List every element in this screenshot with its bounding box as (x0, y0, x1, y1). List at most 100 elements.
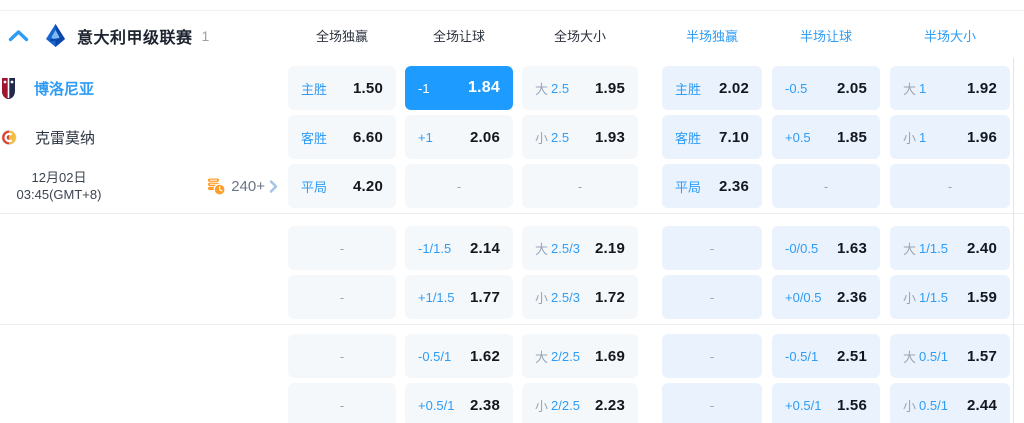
odds-cell[interactable]: +1/1.5 1.77 (405, 275, 513, 319)
goal-line: 1 (919, 80, 927, 96)
empty-odds-dash: - (456, 178, 462, 194)
odds-cell[interactable]: 大 2/2.5 1.69 (522, 334, 638, 378)
odds-cell[interactable]: 主胜 1.50 (288, 66, 396, 110)
odds-cell-selected[interactable]: -1 1.84 (405, 66, 513, 110)
odds-value: 2.40 (967, 239, 997, 257)
column-header-5: 半场让球 (799, 29, 852, 44)
empty-odds-dash: - (823, 178, 829, 194)
odds-cell[interactable]: 小 1 1.96 (890, 115, 1010, 159)
odds-cell[interactable]: 小 0.5/1 2.44 (890, 383, 1010, 423)
bet-label: +0.5/1 (785, 397, 822, 413)
odds-cell[interactable]: +0.5 1.85 (772, 115, 880, 159)
odds-cell[interactable]: +0.5/1 2.38 (405, 383, 513, 423)
team-name[interactable]: 博洛尼亚 (34, 80, 95, 98)
odds-cell[interactable]: 小 1/1.5 1.59 (890, 275, 1010, 319)
odds-cell-empty: - (890, 164, 1010, 208)
odds-cell[interactable]: 客胜 6.60 (288, 115, 396, 159)
odds-rows: 博洛尼亚 主胜 1.50 -1 1.84 大 2.5 1.95 主胜 2.02 -0.5 2.05 大 1… (0, 66, 1024, 423)
odds-value: 2.36 (837, 288, 867, 306)
odds-cell[interactable]: -0.5 2.05 (772, 66, 880, 110)
odds-cell[interactable]: -0/0.5 1.63 (772, 226, 880, 270)
odds-value: 2.51 (837, 347, 867, 365)
odds-cell[interactable]: 大 2.5/3 2.19 (522, 226, 638, 270)
empty-odds-dash: - (709, 240, 715, 256)
odds-cell[interactable]: 客胜 7.10 (662, 115, 762, 159)
over-under-label: 大 (903, 81, 917, 97)
more-markets-count: 240+ (231, 177, 265, 195)
odds-value: 1.95 (595, 79, 625, 97)
chevron-up-icon[interactable] (8, 29, 29, 42)
odds-row: - -1/1.5 2.14 大 2.5/3 2.19- -0/0.5 1.63 大 1/1.5 2.… (0, 226, 1024, 270)
match-info-row: 12月02日 03:45(GMT+8) 240+ (0, 164, 288, 208)
odds-cell[interactable]: 小 2.5 1.93 (522, 115, 638, 159)
cremonese-crest-icon (1, 126, 17, 149)
odds-value: 1.96 (967, 128, 997, 146)
odds-cell-empty: - (405, 164, 513, 208)
over-under-label: 小 (535, 130, 549, 146)
odds-row: 博洛尼亚 主胜 1.50 -1 1.84 大 2.5 1.95 主胜 2.02 -0.5 2.05 大 1… (0, 66, 1024, 110)
odds-value: 1.84 (468, 79, 500, 96)
away-team-row: 克雷莫纳 (0, 115, 288, 159)
column-header-2: 全场让球 (432, 29, 485, 44)
bet-label: 主胜 (675, 81, 702, 97)
odds-cell-empty: - (772, 164, 880, 208)
odds-cell[interactable]: 大 1/1.5 2.40 (890, 226, 1010, 270)
bet-label: -0.5 (785, 80, 808, 96)
odds-value: 2.02 (719, 79, 749, 97)
odds-cell-empty: - (662, 275, 762, 319)
odds-cell[interactable]: -0.5/1 2.51 (772, 334, 880, 378)
empty-odds-dash: - (339, 289, 345, 305)
odds-cell[interactable]: 主胜 2.02 (662, 66, 762, 110)
group-divider (0, 213, 1024, 214)
more-markets-link[interactable]: 240+ (207, 177, 278, 196)
column-header-4: 半场独赢 (685, 29, 738, 44)
odds-cell[interactable]: 大 1 1.92 (890, 66, 1010, 110)
odds-value: 2.19 (595, 239, 625, 257)
odds-value: 1.92 (967, 79, 997, 97)
empty-odds-dash: - (709, 289, 715, 305)
odds-cell-empty: - (288, 383, 396, 423)
bet-label: 客胜 (301, 130, 328, 146)
bologna-crest-icon (1, 77, 16, 100)
odds-value: 2.23 (595, 396, 625, 414)
odds-cell[interactable]: +0.5/1 1.56 (772, 383, 880, 423)
odds-cell[interactable]: 平局 4.20 (288, 164, 396, 208)
odds-cell[interactable]: 平局 2.36 (662, 164, 762, 208)
odds-row: - +0.5/1 2.38 小 2/2.5 2.23- +0.5/1 1.56 小 0.5/1 2.… (0, 383, 1024, 423)
odds-value: 1.77 (470, 288, 500, 306)
over-under-label: 大 (903, 241, 917, 257)
goal-line: 2.5/3 (551, 240, 580, 256)
odds-cell[interactable]: 大 2.5 1.95 (522, 66, 638, 110)
column-header-1: 全场独赢 (315, 29, 368, 44)
odds-value: 1.57 (967, 347, 997, 365)
goal-line: 1/1.5 (919, 240, 948, 256)
odds-cell[interactable]: -0.5/1 1.62 (405, 334, 513, 378)
goal-line: 1 (919, 129, 927, 145)
right-divider (1013, 58, 1014, 423)
goal-line: 0.5/1 (919, 348, 948, 364)
over-under-label: 小 (903, 130, 917, 146)
bet-label: 平局 (301, 179, 328, 195)
odds-value: 7.10 (719, 128, 749, 146)
odds-cell[interactable]: -1/1.5 2.14 (405, 226, 513, 270)
odds-cell[interactable]: +1 2.06 (405, 115, 513, 159)
empty-odds-dash: - (339, 348, 345, 364)
empty-odds-dash: - (577, 178, 583, 194)
over-under-label: 小 (535, 290, 549, 306)
goal-line: 2/2.5 (551, 397, 580, 413)
odds-cell[interactable]: 小 2/2.5 2.23 (522, 383, 638, 423)
over-under-label: 小 (535, 398, 549, 414)
odds-cell[interactable]: +0/0.5 2.36 (772, 275, 880, 319)
odds-cell[interactable]: 大 0.5/1 1.57 (890, 334, 1010, 378)
empty-odds-dash: - (947, 178, 953, 194)
bet-label: -0.5/1 (785, 348, 819, 364)
odds-value: 6.60 (353, 128, 383, 146)
over-under-label: 大 (903, 349, 917, 365)
goal-line: 1/1.5 (919, 289, 948, 305)
odds-row: 克雷莫纳 客胜 6.60 +1 2.06 小 2.5 1.93 客胜 7.10 +0.5 1.85 小 1… (0, 115, 1024, 159)
odds-cell[interactable]: 小 2.5/3 1.72 (522, 275, 638, 319)
team-name[interactable]: 克雷莫纳 (35, 129, 96, 147)
serie-a-logo (45, 24, 66, 47)
odds-value: 2.36 (719, 177, 749, 195)
